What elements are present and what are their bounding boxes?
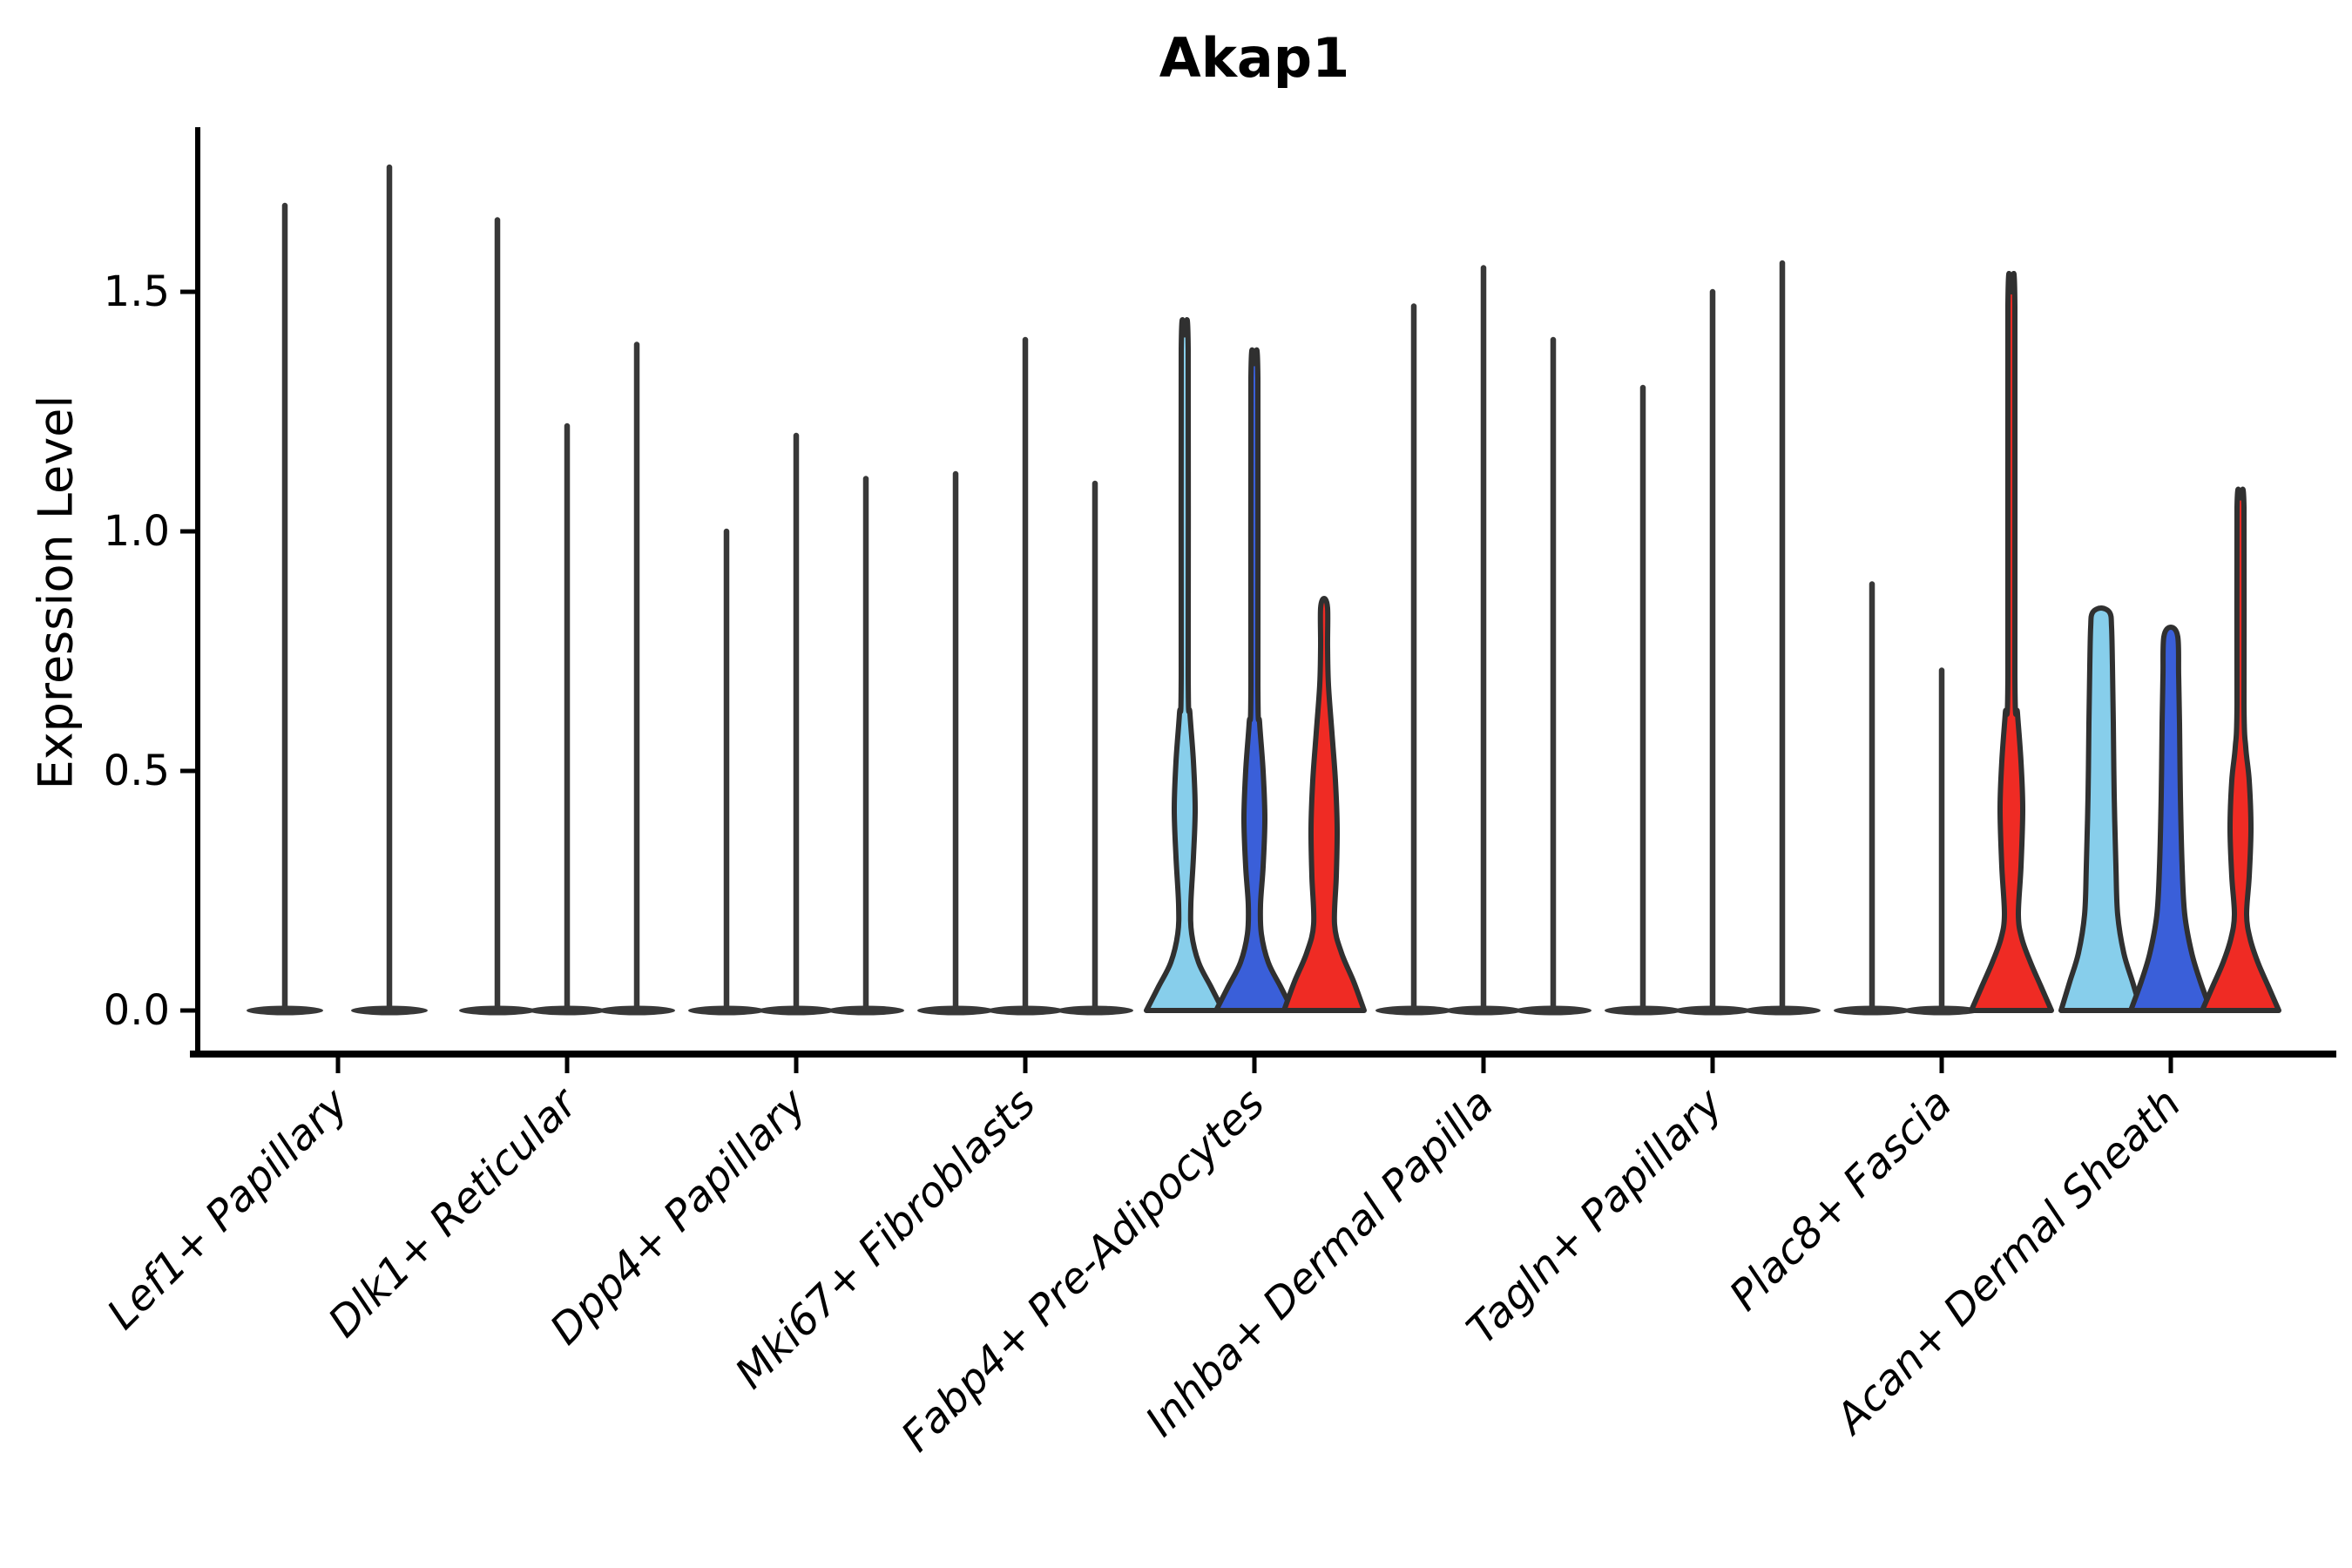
y-tick-label: 0.0	[104, 986, 170, 1035]
y-axis-label: Expression Level	[28, 395, 84, 790]
x-category-label: Dlk1+ Reticular	[319, 1078, 589, 1348]
y-tick-label: 0.5	[104, 747, 170, 795]
violin-4-2-shape	[1281, 596, 1367, 1013]
violin-8-0-shape	[2058, 605, 2144, 1013]
chart-title: Akap1	[1159, 26, 1350, 90]
violin-4-0-shape	[1144, 317, 1226, 1013]
violin-8-1-shape	[2128, 625, 2213, 1013]
violin-7-2-shape	[1969, 271, 2054, 1013]
x-category-label: Dpp4+ Papillary	[541, 1078, 816, 1354]
y-tick-label: 1.0	[104, 507, 170, 556]
x-category-label: Tagln+ Papillary	[1457, 1078, 1733, 1354]
x-category-label: Fabp4+ Pre-Adipocytes	[892, 1079, 1274, 1462]
violin-4-1-shape	[1213, 347, 1295, 1013]
y-tick-label: 1.5	[104, 267, 170, 316]
x-category-label: Plac8+ Fascia	[1720, 1079, 1962, 1321]
violin-8-2-shape	[2200, 486, 2281, 1013]
x-category-label: Lef1+ Papillary	[98, 1078, 358, 1339]
